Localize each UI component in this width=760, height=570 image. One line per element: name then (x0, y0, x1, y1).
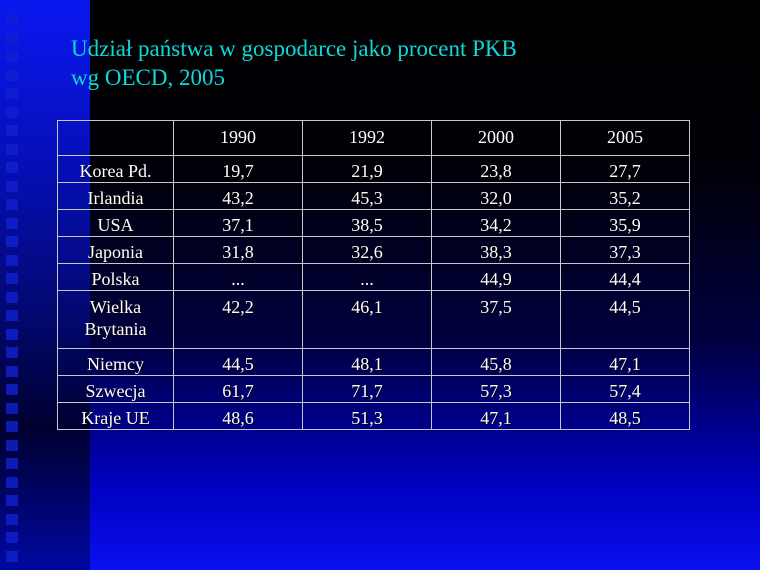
strip-square (6, 476, 18, 488)
table-cell: 48,1 (302, 348, 432, 376)
row-label: Szwecja (57, 375, 174, 403)
table-row: Kraje UE 48,6 51,3 47,1 48,5 (57, 402, 690, 430)
strip-square (6, 402, 18, 414)
table-row: Szwecja 61,7 71,7 57,3 57,4 (57, 375, 690, 403)
table-cell: 38,5 (302, 209, 432, 237)
slide-title: Udział państwa w gospodarce jako procent… (71, 34, 517, 92)
table-cell: 44,4 (560, 263, 690, 291)
table-cell: 47,1 (431, 402, 561, 430)
strip-square (6, 143, 18, 155)
table-row: Wielka Brytania 42,2 46,1 37,5 44,5 (57, 290, 690, 349)
table-cell: 42,2 (173, 290, 303, 349)
table-cell: 47,1 (560, 348, 690, 376)
strip-square (6, 14, 18, 25)
table-cell: 23,8 (431, 155, 561, 183)
strip-square (6, 236, 18, 247)
strip-square (6, 106, 18, 118)
table-cell: 57,3 (431, 375, 561, 403)
strip-square (6, 254, 18, 266)
table-cell: 48,5 (560, 402, 690, 430)
table-row: Japonia 31,8 32,6 38,3 37,3 (57, 236, 690, 264)
table-cell: 35,9 (560, 209, 690, 237)
table-cell: 57,4 (560, 375, 690, 403)
table-cell: 44,5 (560, 290, 690, 349)
table-cell: 37,5 (431, 290, 561, 349)
table-row: Niemcy 44,5 48,1 45,8 47,1 (57, 348, 690, 376)
table-cell: 2005 (560, 120, 690, 156)
table-cell: 61,7 (173, 375, 303, 403)
table-cell: 35,2 (560, 182, 690, 210)
table-cell: 31,8 (173, 236, 303, 264)
title-line-2: wg OECD, 2005 (71, 65, 225, 90)
row-label: Korea Pd. (57, 155, 174, 183)
strip-square (6, 310, 18, 321)
strip-square (6, 51, 18, 62)
table-cell: 1992 (302, 120, 432, 156)
table-cell: 71,7 (302, 375, 432, 403)
table-row: Irlandia 43,2 45,3 32,0 35,2 (57, 182, 690, 210)
row-label: Japonia (57, 236, 174, 264)
row-label (57, 120, 174, 156)
strip-square (6, 421, 18, 432)
row-label: Polska (57, 263, 174, 291)
strip-square (6, 347, 18, 358)
table-cell: 37,3 (560, 236, 690, 264)
table-row: USA 37,1 38,5 34,2 35,9 (57, 209, 690, 237)
table-cell: 32,0 (431, 182, 561, 210)
strip-square (6, 550, 18, 562)
strip-square (6, 199, 18, 210)
strip-square (6, 365, 18, 377)
strip-square (6, 162, 18, 173)
table-cell: ... (173, 263, 303, 291)
strip-square (6, 125, 18, 136)
table-cell: 44,5 (173, 348, 303, 376)
table-cell: 51,3 (302, 402, 432, 430)
table-cell: 45,8 (431, 348, 561, 376)
table-cell: 1990 (173, 120, 303, 156)
strip-square (6, 88, 18, 99)
strip-square (6, 291, 18, 303)
strip-square (6, 495, 18, 506)
table-header-row: 1990 1992 2000 2005 (57, 120, 690, 156)
table-cell: 2000 (431, 120, 561, 156)
strip-square (6, 32, 18, 44)
table-cell: 19,7 (173, 155, 303, 183)
strip-square (6, 384, 18, 395)
strip-square (6, 217, 18, 229)
table-cell: 27,7 (560, 155, 690, 183)
row-label: Wielka Brytania (57, 290, 174, 349)
strip-square (6, 439, 18, 451)
table-cell: 43,2 (173, 182, 303, 210)
table-row: Korea Pd. 19,7 21,9 23,8 27,7 (57, 155, 690, 183)
table-cell: 21,9 (302, 155, 432, 183)
table-cell: 44,9 (431, 263, 561, 291)
strip-square (6, 69, 18, 81)
table-cell: ... (302, 263, 432, 291)
table-cell: 37,1 (173, 209, 303, 237)
row-label: Kraje UE (57, 402, 174, 430)
table-cell: 34,2 (431, 209, 561, 237)
row-label: Niemcy (57, 348, 174, 376)
strip-square (6, 328, 18, 340)
table-cell: 46,1 (302, 290, 432, 349)
strip-square (6, 513, 18, 525)
title-line-1: Udział państwa w gospodarce jako procent… (71, 36, 517, 61)
strip-square (6, 532, 18, 543)
table-cell: 32,6 (302, 236, 432, 264)
strip-square (6, 180, 18, 192)
table-row: Polska...... 44,9 44,4 (57, 263, 690, 291)
row-label: USA (57, 209, 174, 237)
strip-square (6, 273, 18, 284)
table-cell: 45,3 (302, 182, 432, 210)
table-cell: 48,6 (173, 402, 303, 430)
table-cell: 38,3 (431, 236, 561, 264)
strip-square (6, 458, 18, 469)
data-table: 1990 1992 2000 2005 Korea Pd. 19,7 21,9 23,8 27,… (57, 120, 690, 430)
row-label: Irlandia (57, 182, 174, 210)
